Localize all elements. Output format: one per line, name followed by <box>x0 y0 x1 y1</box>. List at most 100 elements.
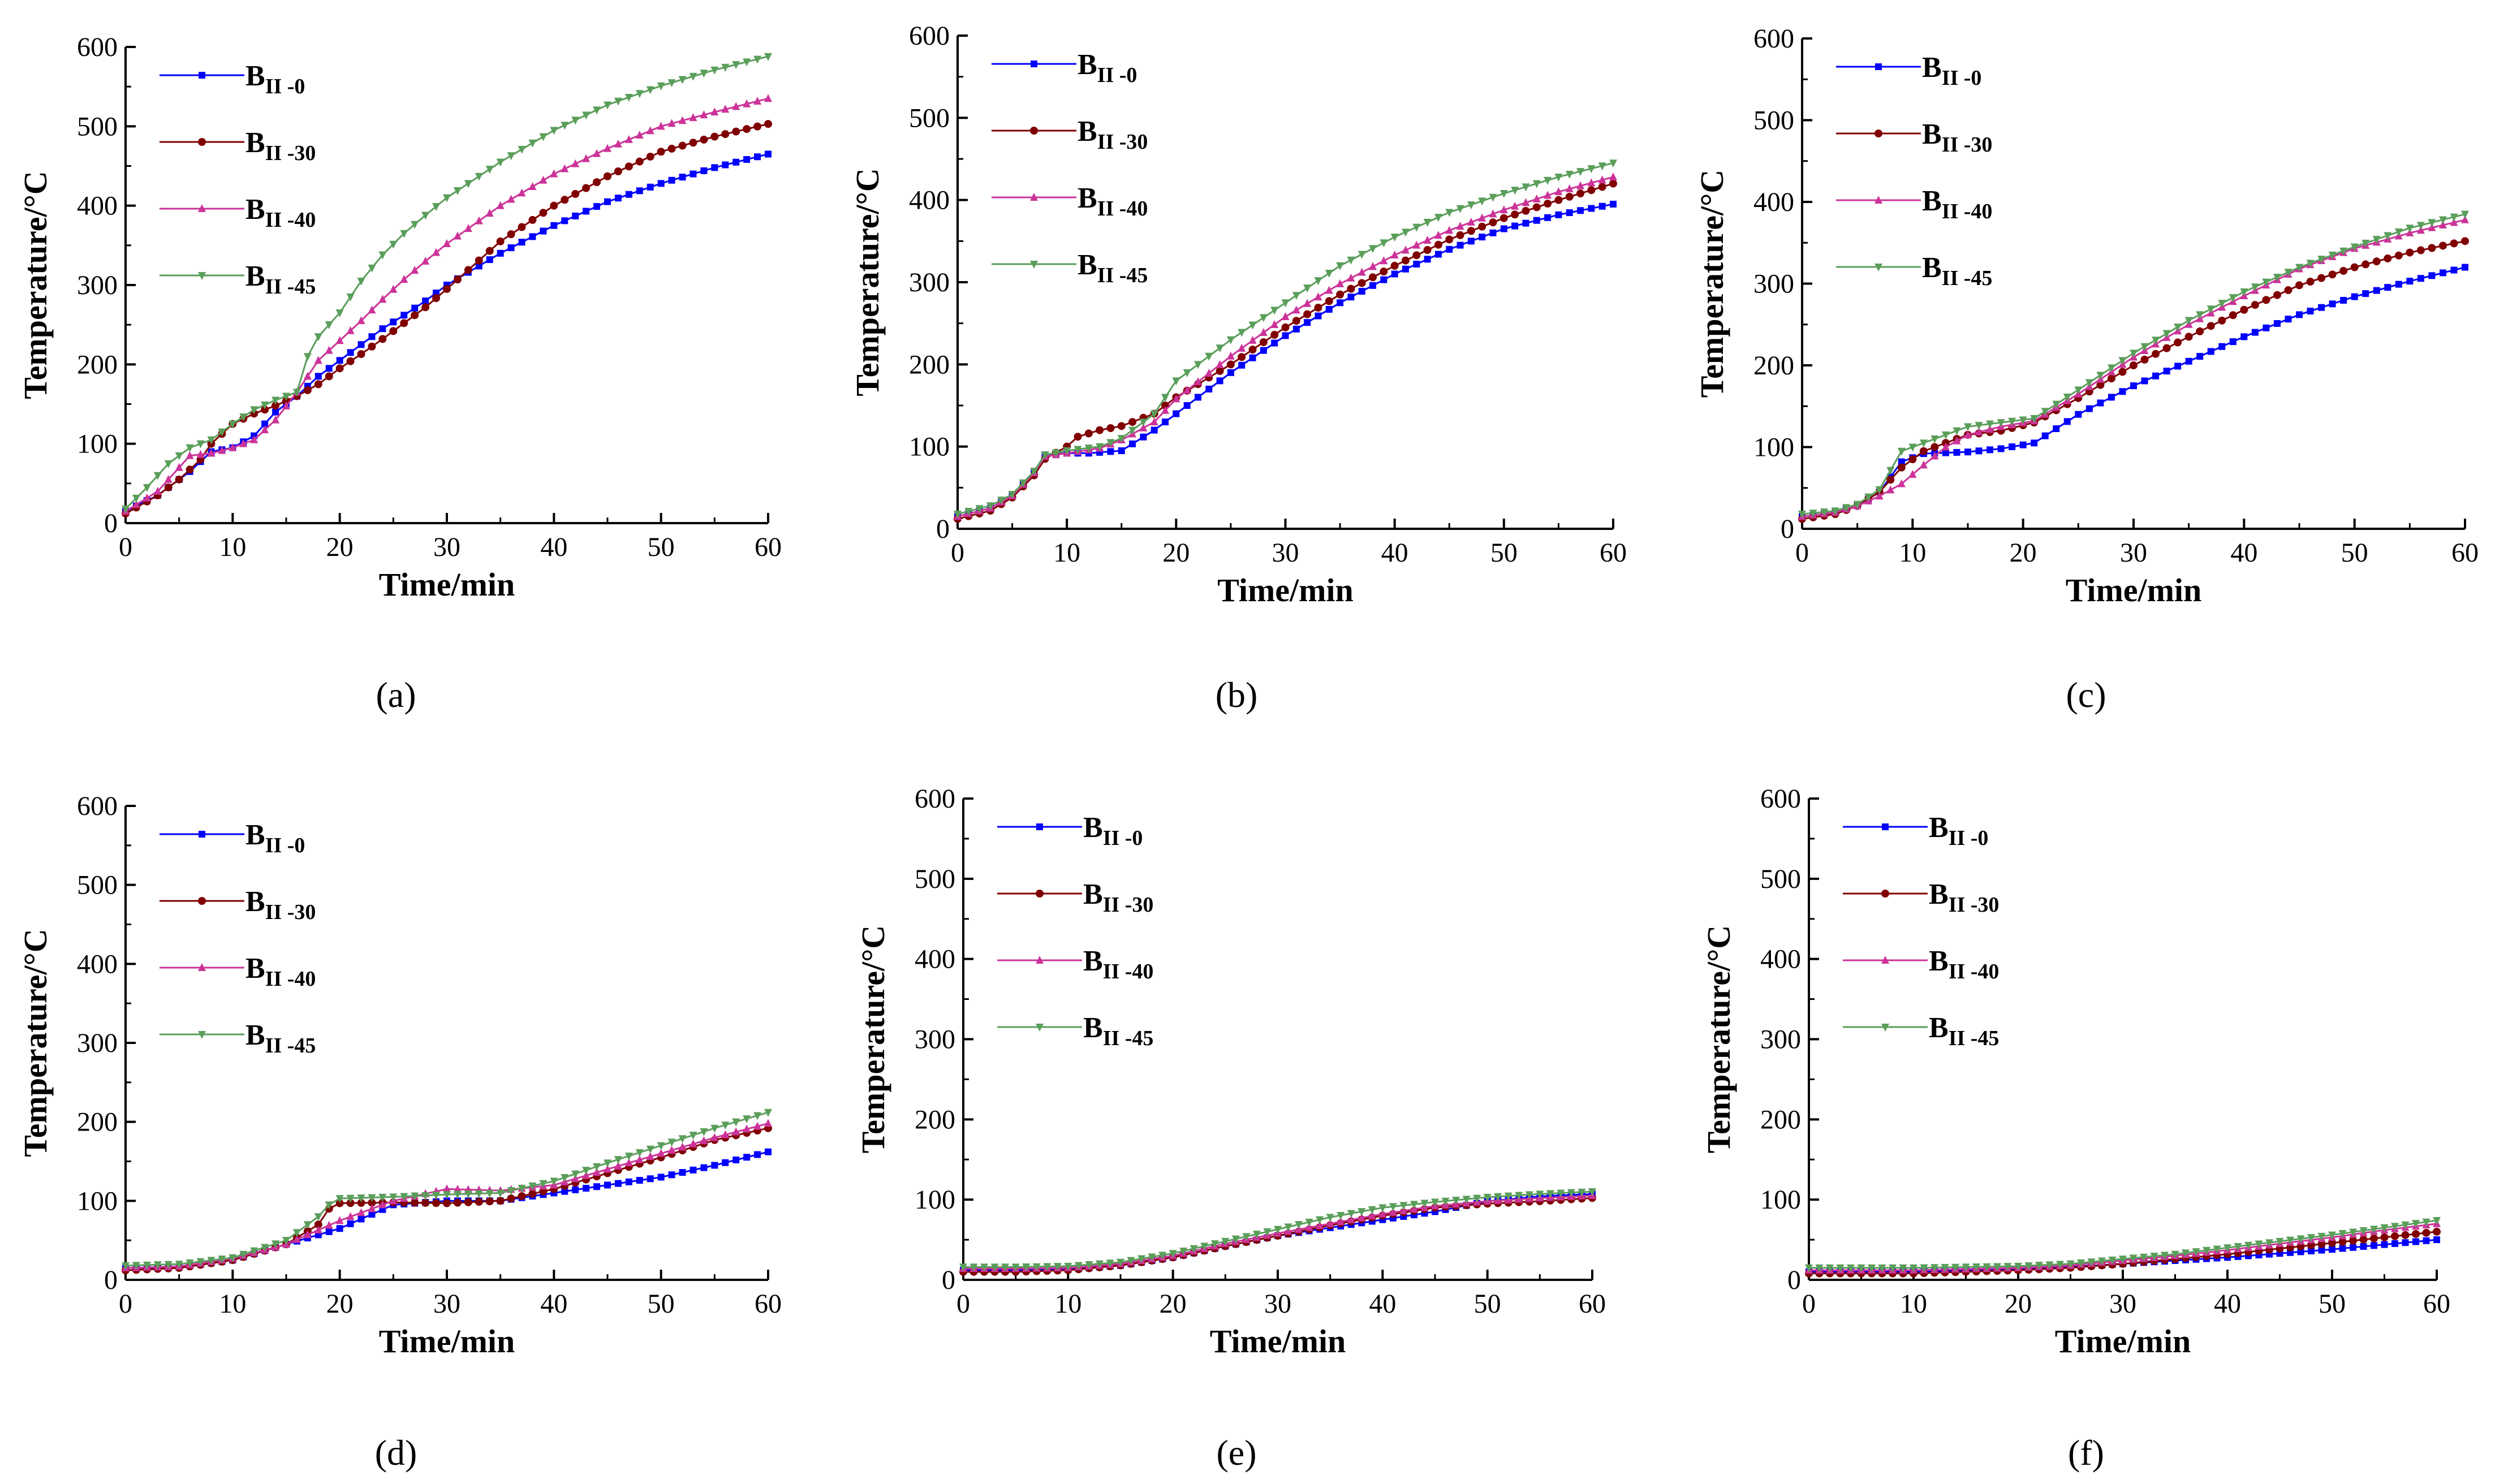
data-point <box>1993 1263 2001 1271</box>
data-point <box>389 240 398 249</box>
data-point <box>2391 1232 2399 1240</box>
data-point <box>421 256 430 265</box>
data-point <box>2273 273 2281 282</box>
chart-panel-6: 0 10 20 30 40 50 600100200300400500600Time/min… <box>1700 784 2450 1360</box>
data-point <box>1533 217 1540 224</box>
data-point <box>497 249 504 257</box>
data-point <box>303 386 312 394</box>
data-point <box>1941 1263 1949 1272</box>
data-point <box>657 82 665 90</box>
y-tick-label: 500 <box>915 864 955 894</box>
data-point <box>1975 428 1983 436</box>
data-point <box>1252 1231 1261 1239</box>
data-point <box>2351 293 2358 300</box>
data-point <box>2066 1260 2075 1269</box>
data-point <box>593 106 601 115</box>
data-point <box>2438 216 2447 225</box>
data-point <box>732 1118 740 1127</box>
data-point <box>710 1133 719 1141</box>
data-point <box>518 1184 526 1193</box>
data-point <box>1295 1221 1303 1230</box>
x-tick-label: 40 <box>1381 538 1408 568</box>
x-tick-label: 40 <box>540 532 567 562</box>
data-point <box>186 451 194 459</box>
data-point <box>1522 206 1530 215</box>
data-point <box>282 392 290 401</box>
data-point <box>1231 1235 1240 1244</box>
data-point <box>743 156 751 163</box>
legend-entry-3: BII -40 <box>992 182 1148 221</box>
data-point <box>1951 1263 1959 1272</box>
data-point <box>1565 171 1574 179</box>
data-point <box>1544 200 1552 208</box>
data-point <box>1183 386 1191 394</box>
data-point <box>518 239 525 246</box>
data-point <box>325 1228 333 1235</box>
data-point <box>1401 245 1410 254</box>
y-tick-label: 0 <box>104 508 118 538</box>
data-point <box>464 180 472 188</box>
legend-marker <box>1036 1024 1044 1032</box>
x-tick-label: 30 <box>433 1289 460 1319</box>
data-point <box>1369 262 1377 270</box>
data-point <box>1369 282 1377 289</box>
data-point <box>721 130 730 139</box>
data-point <box>2240 333 2248 340</box>
data-point <box>1576 168 1585 176</box>
data-point <box>2296 1235 2305 1244</box>
data-point <box>325 365 333 372</box>
data-point <box>2108 1256 2117 1265</box>
data-point <box>690 170 697 178</box>
data-point <box>475 256 483 265</box>
data-point <box>646 152 654 161</box>
data-point <box>453 187 462 196</box>
legend-label: BII -30 <box>1922 118 1992 157</box>
data-point <box>464 224 472 232</box>
data-point <box>314 1213 322 1222</box>
data-point <box>368 1194 376 1202</box>
data-point <box>1347 1215 1355 1223</box>
data-point <box>593 1183 601 1190</box>
data-point <box>335 364 344 373</box>
data-point <box>453 1190 462 1199</box>
data-point <box>1316 1221 1324 1230</box>
data-point <box>346 1199 355 1207</box>
data-point <box>1500 225 1507 232</box>
data-point <box>389 327 398 335</box>
y-tick-label: 0 <box>942 1265 955 1295</box>
series-line <box>125 153 769 512</box>
data-point <box>186 465 194 474</box>
legend-entry-3: BII -40 <box>160 193 316 232</box>
data-point <box>1281 323 1290 331</box>
data-point <box>2184 317 2193 325</box>
data-point <box>2406 278 2414 285</box>
data-point <box>679 1169 686 1176</box>
data-point <box>1953 436 1961 445</box>
legend-label: BII -30 <box>1078 115 1148 154</box>
data-point <box>2063 418 2071 425</box>
data-point <box>421 303 430 312</box>
data-point <box>1107 448 1114 455</box>
data-point <box>604 1181 611 1189</box>
legend-entry-2: BII -30 <box>1843 878 1999 917</box>
data-point <box>1096 443 1104 451</box>
data-point <box>2295 264 2303 272</box>
data-point <box>2107 374 2115 383</box>
data-point <box>2229 294 2237 303</box>
data-point <box>1478 222 1486 231</box>
data-point <box>2428 223 2436 231</box>
data-point <box>1242 1233 1251 1241</box>
data-point <box>2433 1236 2440 1244</box>
y-tick-label: 500 <box>1753 106 1794 136</box>
data-point <box>2119 388 2126 395</box>
x-tick-label: 30 <box>1272 538 1299 568</box>
data-point <box>2461 237 2469 245</box>
data-point <box>357 1194 365 1203</box>
y-tick-label: 400 <box>77 191 118 221</box>
data-point <box>1074 1262 1083 1270</box>
data-point <box>1032 1263 1041 1271</box>
y-tick-label: 500 <box>77 111 118 141</box>
x-tick-label: 0 <box>1795 538 1809 568</box>
x-tick-label: 20 <box>2010 538 2037 568</box>
data-point <box>753 1121 762 1130</box>
